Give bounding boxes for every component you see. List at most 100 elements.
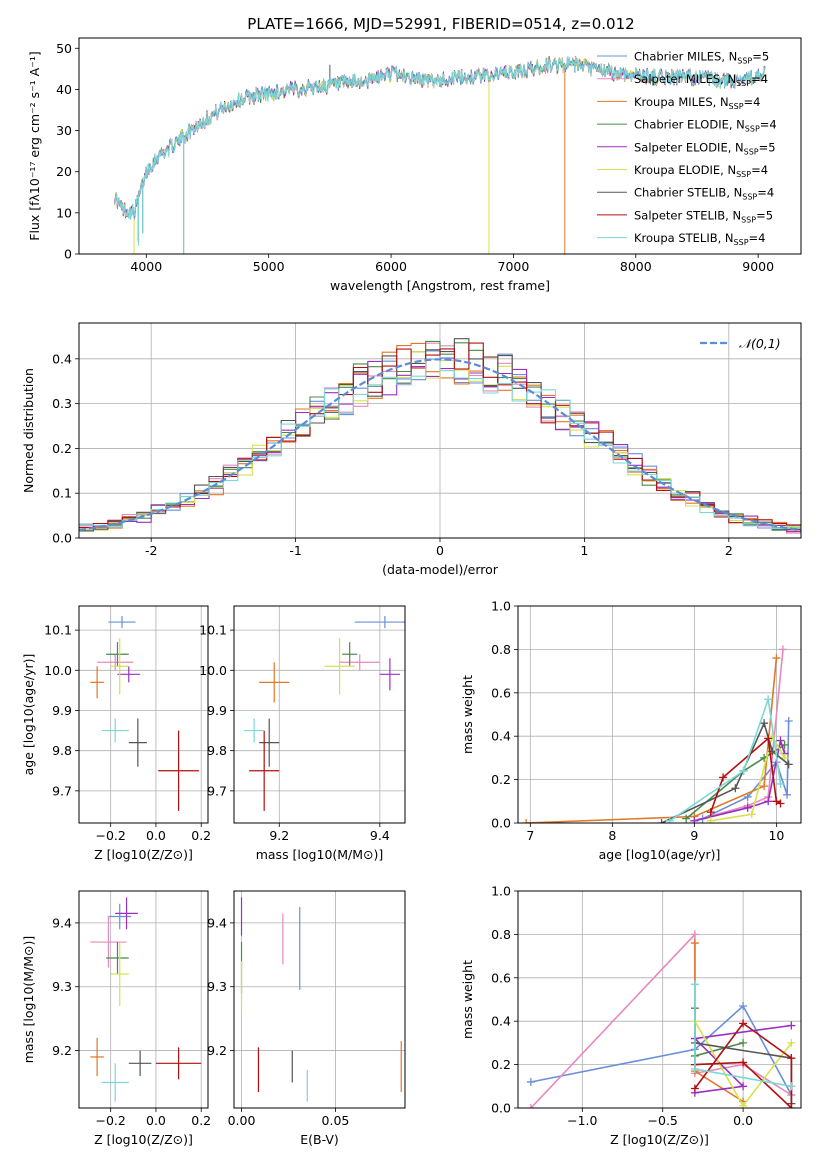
y-tick-label: 9.4 xyxy=(52,915,72,930)
x-tick-label: −0.5 xyxy=(648,1113,678,1128)
plot-area xyxy=(244,616,405,811)
x-tick-label: 2 xyxy=(725,543,733,558)
axes: −0.2 0.0 0.2 9.2 9.3 9.4 Z [log10(Z/Z⊙)] mass [… xyxy=(21,890,211,1147)
axes: 0.00 0.05 9.2 9.3 9.4 E(B-V) xyxy=(207,890,406,1147)
y-tick-label: 1.0 xyxy=(491,599,511,614)
normal-reference-curve xyxy=(79,358,801,532)
y-tick-label: 9.8 xyxy=(52,743,72,758)
y-tick-label: 0.8 xyxy=(491,642,511,657)
x-tick-label: -1 xyxy=(289,543,301,558)
weight-series-marker xyxy=(706,816,715,823)
x-tick-label: 9.2 xyxy=(269,828,289,843)
legend-entry: Salpeter MILES, NSSP=4 xyxy=(634,72,768,88)
panel-spectrum: 4000 5000 6000 7000 8000 9000 0 10 20 30 40 50 wavel… xyxy=(27,37,802,293)
weight-series-marker xyxy=(764,734,773,743)
x-tick-label: 7 xyxy=(526,828,534,843)
errorbar-point xyxy=(342,642,358,667)
axes-frame xyxy=(517,890,802,1109)
weight-series-marker xyxy=(776,779,785,788)
y-tick-label: 0.4 xyxy=(491,729,511,744)
x-tick-label: 6000 xyxy=(375,259,407,274)
errorbar-point xyxy=(101,718,129,743)
legend-entry: Kroupa ELODIE, NSSP=4 xyxy=(634,163,768,179)
weight-series-marker xyxy=(764,695,773,704)
weight-series-marker xyxy=(787,1082,796,1091)
y-tick-label: 0.0 xyxy=(52,531,72,546)
y-tick-label: 0.8 xyxy=(491,927,511,942)
weight-series-marker xyxy=(739,1101,748,1108)
y-tick-label: 9.2 xyxy=(207,1043,227,1058)
legend-entry: Chabrier MILES, NSSP=5 xyxy=(634,50,769,66)
y-tick-label: 0.4 xyxy=(491,1014,511,1029)
weight-series-marker xyxy=(739,766,748,775)
plot-area xyxy=(522,645,793,823)
y-tick-label: 0.4 xyxy=(52,351,72,366)
axes: 7 8 9 10 0.0 0.2 0.4 0.6 0.8 1.0 age [log10(age/yr… xyxy=(460,599,802,862)
legend-entry: Salpeter ELODIE, NSSP=5 xyxy=(634,140,776,156)
weight-series-marker xyxy=(739,1038,748,1047)
y-tick-label: 40 xyxy=(56,82,72,97)
weight-series-marker xyxy=(657,819,666,823)
axes: -2 -1 0 1 2 0.0 0.1 0.2 0.3 0.4 (data-model)/error… xyxy=(21,322,802,577)
y-tick-label: 10 xyxy=(56,205,72,220)
weight-series-marker xyxy=(690,930,699,939)
y-axis-label: mass weight xyxy=(460,675,475,754)
figure-title: PLATE=1666, MJD=52991, FIBERID=0514, z=0… xyxy=(247,15,634,33)
y-tick-label: 0.1 xyxy=(52,486,72,501)
weight-series-marker xyxy=(787,1104,796,1108)
errorbar-point xyxy=(110,942,129,1006)
weight-series-marker xyxy=(772,654,781,663)
weight-series-line xyxy=(526,658,778,823)
errorbar-point xyxy=(244,718,265,743)
weight-series-marker xyxy=(739,1019,748,1028)
y-tick-label: 0.0 xyxy=(491,816,511,831)
x-tick-label: 0.0 xyxy=(733,1113,753,1128)
x-tick-label: 0.05 xyxy=(322,1113,350,1128)
weight-series-line xyxy=(694,649,784,822)
weight-series-marker xyxy=(739,1082,748,1091)
panel-mass-vs-EBV: 0.00 0.05 9.2 9.3 9.4 E(B-V) xyxy=(207,890,406,1147)
y-tick-label: 0.3 xyxy=(52,396,72,411)
y-axis-label: mass [log10(M/M⊙)] xyxy=(21,936,36,1064)
axes-frame xyxy=(233,890,406,1109)
y-tick-label: 20 xyxy=(56,164,72,179)
plot-area xyxy=(90,897,202,1102)
errorbar-point xyxy=(158,730,199,811)
y-tick-label: 9.8 xyxy=(207,743,227,758)
axes-frame xyxy=(78,37,802,255)
errorbar-point xyxy=(259,662,290,703)
y-axis-label: Flux [fλ10⁻¹⁷ erg cm⁻² s⁻¹ A⁻¹] xyxy=(27,51,42,240)
x-tick-label: 0 xyxy=(436,543,444,558)
panel-residuals: -2 -1 0 1 2 0.0 0.1 0.2 0.3 0.4 (data-model)/error… xyxy=(21,322,802,577)
legend: Chabrier MILES, NSSP=5 Salpeter MILES, NS… xyxy=(597,50,777,247)
x-axis-label: Z [log10(Z/Z⊙)] xyxy=(94,1132,193,1147)
y-tick-label: 0.6 xyxy=(491,685,511,700)
weight-series-marker xyxy=(743,803,752,812)
x-tick-label: 1 xyxy=(580,543,588,558)
y-tick-label: 9.4 xyxy=(207,915,227,930)
x-axis-label: Z [log10(Z/Z⊙)] xyxy=(610,1132,709,1147)
plot-area xyxy=(526,930,796,1108)
weight-series-marker xyxy=(739,1058,748,1067)
weight-series-marker xyxy=(526,1077,535,1086)
x-tick-label: 0.0 xyxy=(146,1113,166,1128)
x-tick-label: 8 xyxy=(608,828,616,843)
panel-mass-vs-Z: −0.2 0.0 0.2 9.2 9.3 9.4 Z [log10(Z/Z⊙)] mass [… xyxy=(21,890,211,1147)
errorbar-point xyxy=(115,897,138,930)
errorbar-point xyxy=(155,1047,202,1080)
errorbar-point xyxy=(90,916,127,968)
x-axis-label: E(B-V) xyxy=(300,1132,339,1147)
errorbar-point xyxy=(101,1063,129,1102)
y-tick-label: 0.2 xyxy=(491,772,511,787)
x-tick-label: 0.00 xyxy=(228,1113,256,1128)
legend-entry: Kroupa MILES, NSSP=4 xyxy=(634,95,760,111)
x-tick-label: 5000 xyxy=(253,259,285,274)
y-tick-label: 0 xyxy=(64,247,72,262)
y-tick-label: 10.0 xyxy=(199,663,227,678)
axes: 4000 5000 6000 7000 8000 9000 0 10 20 30 40 50 wavel… xyxy=(27,37,802,293)
spectrum-line xyxy=(114,56,766,220)
x-tick-label: −0.2 xyxy=(96,828,126,843)
y-tick-label: 0.2 xyxy=(491,1057,511,1072)
weight-series-marker xyxy=(784,717,793,726)
weight-series-line xyxy=(669,699,782,822)
